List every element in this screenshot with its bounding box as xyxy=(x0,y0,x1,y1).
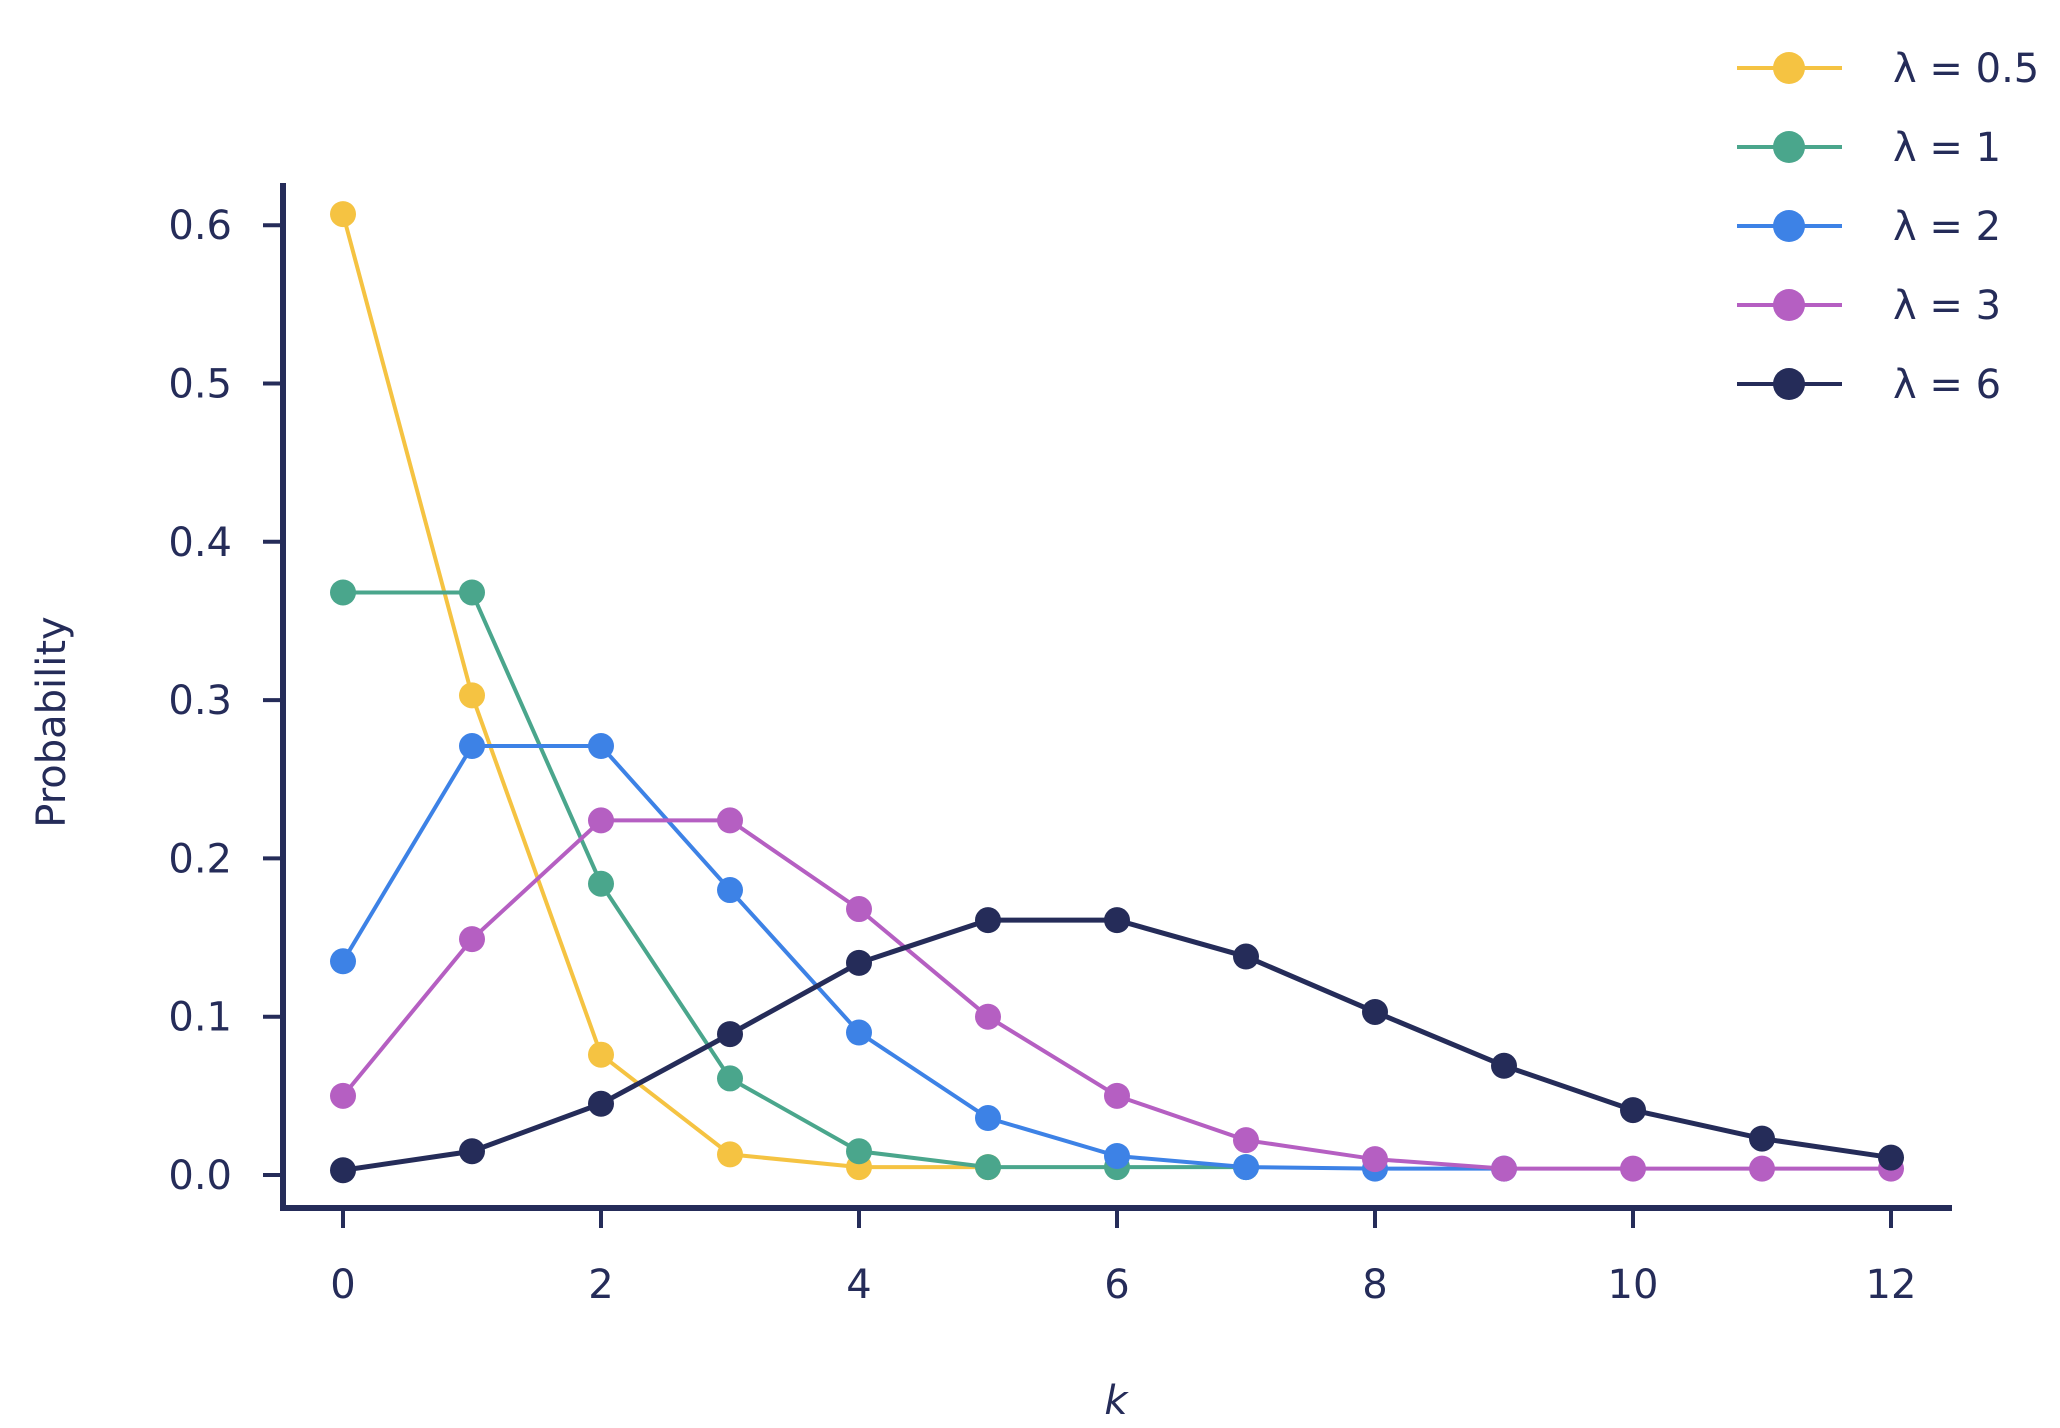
y-tick-label: 0.0 xyxy=(168,1153,232,1199)
series-line xyxy=(341,744,1504,1171)
x-tick-label: 8 xyxy=(1362,1262,1387,1308)
legend-marker xyxy=(1773,52,1805,84)
legend-label: λ = 2 xyxy=(1893,204,2001,250)
y-axis: 0.0 0.1 0.2 0.3 0.4 0.5 0.6 xyxy=(168,183,1952,1211)
y-axis-title: Probability xyxy=(29,616,75,827)
legend-entry: λ = 2 xyxy=(1737,204,2001,250)
legend-entry: λ = 6 xyxy=(1737,362,2001,408)
legend-marker xyxy=(1773,131,1805,163)
data-point xyxy=(330,948,356,975)
data-point xyxy=(1233,943,1259,970)
legend-marker xyxy=(1773,289,1805,321)
data-point xyxy=(1104,1082,1130,1109)
data-point xyxy=(588,1090,614,1117)
data-point xyxy=(330,579,356,606)
data-point xyxy=(588,1041,614,1068)
axis-spines xyxy=(280,183,1952,1211)
legend-marker xyxy=(1773,368,1805,400)
legend-entry: λ = 3 xyxy=(1737,283,2001,329)
series-group xyxy=(330,733,1517,1182)
data-point xyxy=(846,949,872,976)
data-point xyxy=(330,1082,356,1109)
data-point xyxy=(975,1003,1001,1030)
data-point xyxy=(975,1105,1001,1132)
x-tick-label: 4 xyxy=(846,1262,871,1308)
legend-entry: λ = 0.5 xyxy=(1737,46,2039,92)
data-point xyxy=(1491,1052,1517,1079)
data-point xyxy=(846,1019,872,1046)
data-point xyxy=(717,1065,743,1092)
y-tick-label: 0.1 xyxy=(168,995,232,1041)
data-point xyxy=(459,926,485,953)
y-tick-label: 0.2 xyxy=(168,836,232,882)
legend-label: λ = 0.5 xyxy=(1893,46,2039,92)
data-point xyxy=(1620,1155,1646,1182)
data-point xyxy=(459,579,485,606)
data-point xyxy=(1104,907,1130,934)
data-point xyxy=(588,733,614,760)
legend-entry: λ = 1 xyxy=(1737,125,2001,171)
plot-area xyxy=(330,201,1904,1184)
data-point xyxy=(1491,1155,1517,1182)
x-axis-title: k xyxy=(1104,1378,1129,1424)
legend-label: λ = 1 xyxy=(1893,125,2001,171)
data-point xyxy=(1362,1146,1388,1173)
data-point xyxy=(459,682,485,709)
legend-marker xyxy=(1773,210,1805,242)
data-point xyxy=(1233,1127,1259,1154)
y-tick-label: 0.5 xyxy=(168,362,232,408)
series-line xyxy=(342,917,1892,1173)
x-tick-label: 2 xyxy=(588,1262,613,1308)
data-point xyxy=(588,807,614,834)
x-tick-label: 6 xyxy=(1104,1262,1129,1308)
data-point xyxy=(1104,1143,1130,1170)
data-point xyxy=(459,733,485,760)
data-point xyxy=(846,1138,872,1165)
data-point xyxy=(1749,1125,1775,1152)
y-tick-label: 0.3 xyxy=(168,678,232,724)
data-point xyxy=(459,1138,485,1165)
series-group xyxy=(330,907,1904,1184)
data-point xyxy=(330,201,356,228)
series-line xyxy=(341,213,988,1170)
y-tick-label: 0.6 xyxy=(168,203,232,249)
x-axis: 0 2 4 6 8 10 12 xyxy=(330,1208,1916,1308)
data-point xyxy=(1749,1155,1775,1182)
data-point xyxy=(975,907,1001,934)
x-tick-label: 12 xyxy=(1866,1262,1917,1308)
data-point xyxy=(717,877,743,904)
data-point xyxy=(330,1157,356,1184)
series-group xyxy=(330,807,1904,1182)
data-point xyxy=(975,1154,1001,1181)
data-point xyxy=(588,870,614,897)
data-point xyxy=(1620,1097,1646,1124)
data-point xyxy=(1233,1154,1259,1181)
data-point xyxy=(717,1021,743,1048)
data-point xyxy=(717,807,743,834)
data-point xyxy=(846,896,872,923)
data-point xyxy=(1362,998,1388,1025)
x-tick-label: 10 xyxy=(1608,1262,1659,1308)
series-group xyxy=(330,201,1001,1181)
y-tick-label: 0.4 xyxy=(168,520,232,566)
data-point xyxy=(717,1141,743,1168)
x-tick-label: 0 xyxy=(330,1262,355,1308)
data-point xyxy=(1878,1144,1904,1171)
legend-label: λ = 6 xyxy=(1893,362,2001,408)
legend-label: λ = 3 xyxy=(1893,283,2001,329)
series-line xyxy=(343,590,1246,1170)
legend: λ = 0.5 λ = 1 λ = 2 λ = 3 λ = 6 xyxy=(1737,46,2039,408)
